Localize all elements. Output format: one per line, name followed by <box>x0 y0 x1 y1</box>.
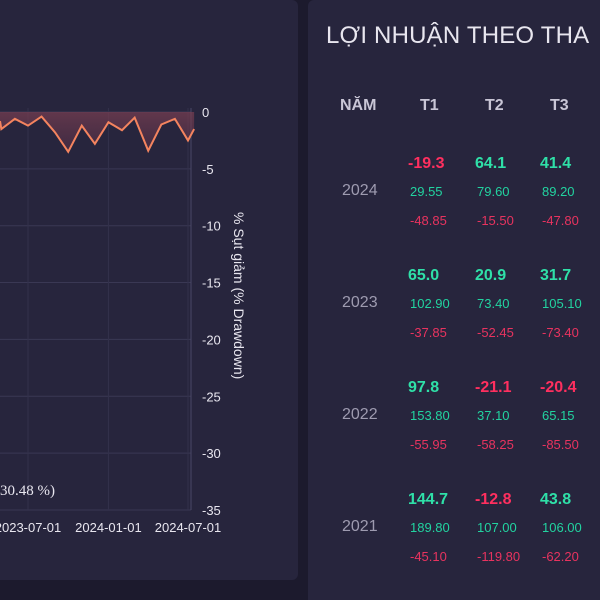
y-axis-label: % Sụt giảm (% Drawdown) <box>231 212 247 379</box>
monthly-returns-panel <box>308 0 600 600</box>
return-cell: -20.4 65.15 -85.50 <box>540 379 600 487</box>
return-cell: 144.7 189.80 -45.10 <box>408 491 478 599</box>
column-header: T3 <box>550 97 569 114</box>
chart-annotation: 30.48 %) <box>0 483 55 499</box>
return-cell: -19.3 29.55 -48.85 <box>408 155 478 263</box>
monthly-return-value: -21.1 <box>475 379 512 396</box>
year-label: 2021 <box>342 518 378 535</box>
worst-value: -62.20 <box>542 549 579 564</box>
monthly-return-value: -19.3 <box>408 155 445 172</box>
worst-value: -37.85 <box>410 325 447 340</box>
worst-value: -119.80 <box>477 549 521 564</box>
x-tick-label: 2024-07-01 <box>155 520 222 535</box>
monthly-return-value: 97.8 <box>408 379 440 396</box>
monthly-return-value: 20.9 <box>475 267 507 284</box>
drawdown-panel: 0 -5 -10 -15 -20 -25 -30 -35 2023-07-01 2024-01-0… <box>0 0 298 580</box>
year-label: 2022 <box>342 406 378 423</box>
table-title: LỢI NHUẬN THEO THA <box>326 22 590 49</box>
worst-value: -52.45 <box>477 325 514 340</box>
y-tick-label: -15 <box>202 276 221 291</box>
best-value: 29.55 <box>410 184 443 199</box>
column-header: NĂM <box>340 97 377 114</box>
best-value: 79.60 <box>477 184 510 199</box>
worst-value: -48.85 <box>410 213 447 228</box>
best-value: 73.40 <box>477 296 510 311</box>
y-tick-label: 0 <box>202 105 209 120</box>
drawdown-area <box>0 112 195 152</box>
monthly-return-value: 43.8 <box>540 491 572 508</box>
year-label: 2023 <box>342 294 378 311</box>
y-tick-label: -5 <box>202 162 214 177</box>
return-cell: 43.8 106.00 -62.20 <box>540 491 600 599</box>
best-value: 105.10 <box>542 296 582 311</box>
worst-value: -85.50 <box>542 437 579 452</box>
monthly-return-value: -12.8 <box>475 491 512 508</box>
worst-value: -58.25 <box>477 437 514 452</box>
y-tick-label: -35 <box>202 503 221 518</box>
worst-value: -45.10 <box>410 549 447 564</box>
best-value: 65.15 <box>542 408 575 423</box>
monthly-return-value: 65.0 <box>408 267 440 284</box>
return-cell: 64.1 79.60 -15.50 <box>475 155 545 263</box>
monthly-return-value: 64.1 <box>475 155 507 172</box>
best-value: 189.80 <box>410 520 450 535</box>
return-cell: 31.7 105.10 -73.40 <box>540 267 600 375</box>
best-value: 102.90 <box>410 296 450 311</box>
x-tick-label: 2024-01-01 <box>75 520 142 535</box>
return-cell: 97.8 153.80 -55.95 <box>408 379 478 487</box>
drawdown-line <box>0 115 196 154</box>
worst-value: -47.80 <box>542 213 579 228</box>
return-cell: -21.1 37.10 -58.25 <box>475 379 545 487</box>
best-value: 107.00 <box>477 520 517 535</box>
column-header: T2 <box>485 97 504 114</box>
best-value: 89.20 <box>542 184 575 199</box>
return-cell: -12.8 107.00 -119.80 <box>475 491 545 599</box>
best-value: 37.10 <box>477 408 510 423</box>
return-cell: 65.0 102.90 -37.85 <box>408 267 478 375</box>
worst-value: -55.95 <box>410 437 447 452</box>
drawdown-chart: 0 -5 -10 -15 -20 -25 -30 -35 2023-07-01 2024-01-0… <box>0 105 247 535</box>
worst-value: -73.40 <box>542 325 579 340</box>
best-value: 106.00 <box>542 520 582 535</box>
return-cell: 41.4 89.20 -47.80 <box>540 155 600 263</box>
column-header: T1 <box>420 97 439 114</box>
monthly-return-value: 31.7 <box>540 267 572 284</box>
monthly-return-value: 144.7 <box>408 491 449 508</box>
y-tick-label: -20 <box>202 332 221 347</box>
worst-value: -15.50 <box>477 213 514 228</box>
monthly-return-value: -20.4 <box>540 379 577 396</box>
y-tick-label: -25 <box>202 389 221 404</box>
return-cell: 20.9 73.40 -52.45 <box>475 267 545 375</box>
y-tick-label: -30 <box>202 446 221 461</box>
best-value: 153.80 <box>410 408 450 423</box>
year-label: 2024 <box>342 182 378 199</box>
x-tick-label: 2023-07-01 <box>0 520 61 535</box>
y-tick-label: -10 <box>202 219 221 234</box>
monthly-return-value: 41.4 <box>540 155 572 172</box>
